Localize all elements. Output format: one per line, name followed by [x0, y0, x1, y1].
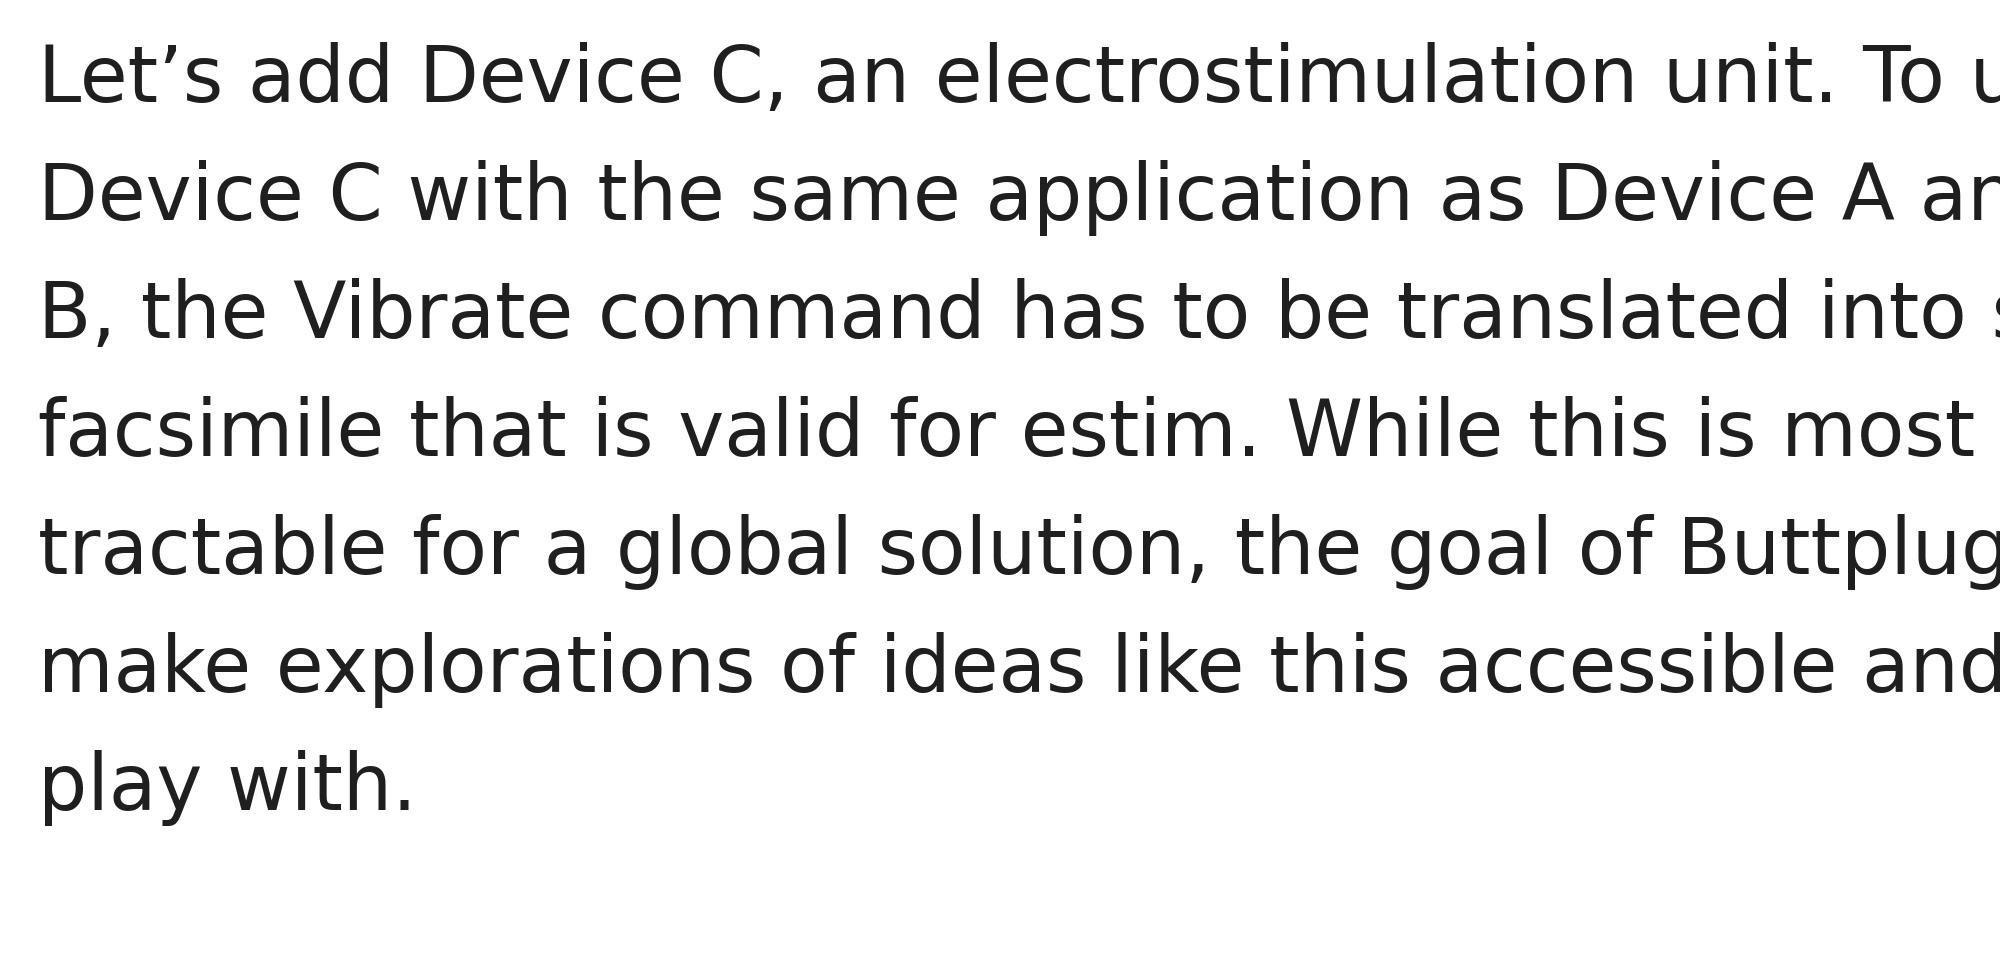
Text: make explorations of ideas like this accessible and easy to: make explorations of ideas like this acc…	[38, 632, 2000, 708]
Text: Device C with the same application as Device A and Device: Device C with the same application as De…	[38, 160, 2000, 236]
Text: facsimile that is valid for estim. While this is most likely not: facsimile that is valid for estim. While…	[38, 396, 2000, 472]
Text: play with.: play with.	[38, 750, 416, 826]
Text: B, the Vibrate command has to be translated into some: B, the Vibrate command has to be transla…	[38, 278, 2000, 354]
Text: tractable for a global solution, the goal of Buttplug is to: tractable for a global solution, the goa…	[38, 514, 2000, 590]
Text: Let’s add Device C, an electrostimulation unit. To use: Let’s add Device C, an electrostimulatio…	[38, 42, 2000, 118]
